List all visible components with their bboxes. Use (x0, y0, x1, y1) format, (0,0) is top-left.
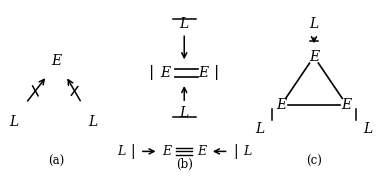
Text: L: L (180, 106, 189, 120)
Text: E: E (276, 98, 287, 112)
Text: L: L (309, 17, 318, 32)
Text: E: E (52, 54, 61, 68)
Text: L: L (89, 115, 98, 129)
Text: L: L (117, 145, 126, 158)
Text: L: L (363, 122, 372, 136)
Text: E: E (162, 145, 172, 158)
Text: E: E (341, 98, 352, 112)
Text: L: L (256, 122, 265, 136)
Text: L: L (180, 17, 189, 32)
Text: E: E (197, 145, 206, 158)
Text: (c): (c) (306, 154, 322, 167)
Text: (b): (b) (176, 158, 193, 171)
Text: E: E (198, 66, 208, 80)
Text: L: L (243, 145, 251, 158)
Text: |: | (233, 144, 238, 159)
Text: |: | (130, 144, 135, 159)
Text: E: E (309, 50, 319, 64)
Text: (a): (a) (48, 154, 65, 167)
Text: |: | (149, 65, 154, 80)
Text: |: | (214, 65, 220, 80)
Text: E: E (161, 66, 171, 80)
Text: L: L (10, 115, 19, 129)
